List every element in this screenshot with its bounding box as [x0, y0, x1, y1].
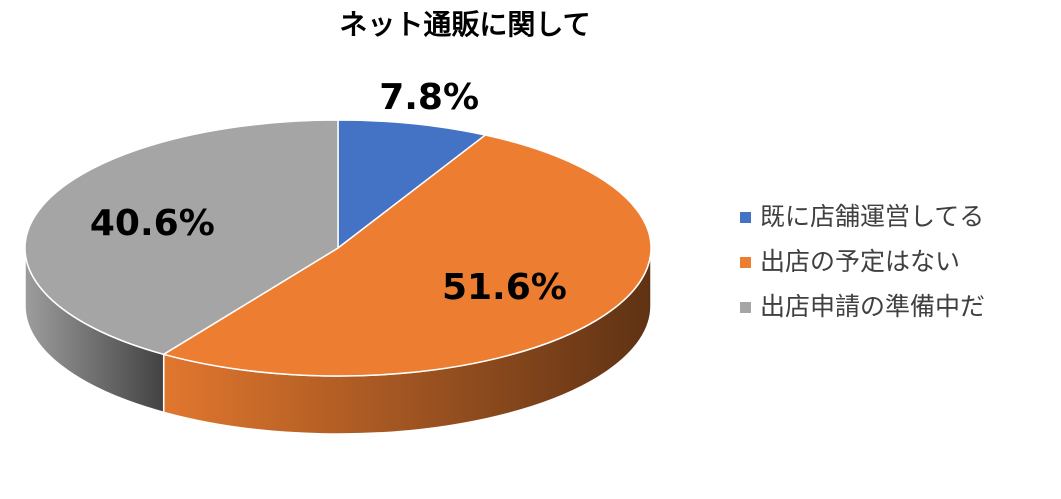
data-label: 51.6% [442, 267, 567, 308]
data-labels: 7.8% 51.6% 40.6% [90, 77, 567, 308]
legend-label: 出店申請の準備中だ [760, 292, 985, 321]
legend-swatch [740, 257, 751, 268]
slice [161, 134, 652, 377]
pie-tops [24, 119, 652, 377]
slice [337, 119, 488, 250]
legend-label: 既に店舗運営してる [760, 202, 984, 231]
data-label: 40.6% [90, 203, 215, 244]
data-label: 7.8% [379, 77, 479, 118]
pie-sides [24, 247, 652, 435]
legend-label: 出店の予定はない [760, 247, 960, 276]
legend-swatch [740, 212, 751, 223]
legend-swatch [740, 302, 751, 313]
slice [24, 119, 339, 356]
chart-title: ネット通販に関して [339, 8, 590, 41]
